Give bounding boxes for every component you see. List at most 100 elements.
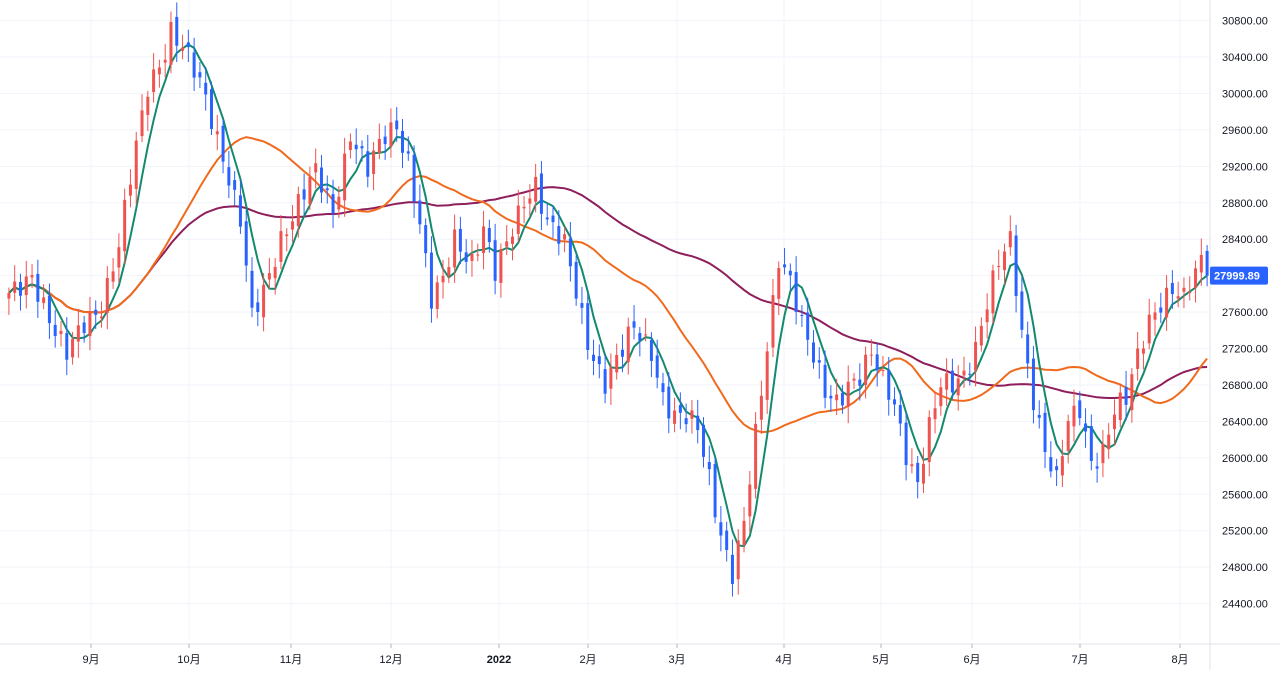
candle xyxy=(916,456,920,499)
candle xyxy=(979,317,983,352)
candle-body xyxy=(1199,254,1203,273)
candle-layer xyxy=(7,2,1209,597)
candle-body xyxy=(343,153,347,201)
candle xyxy=(1049,441,1053,478)
candle-body xyxy=(615,354,619,373)
candle-body xyxy=(1112,414,1116,430)
candle-body xyxy=(927,417,931,463)
candle xyxy=(331,179,335,229)
candle xyxy=(869,339,873,366)
candle-body xyxy=(464,252,468,262)
candle xyxy=(186,29,190,62)
candle xyxy=(702,417,706,468)
candle xyxy=(904,412,908,481)
candle xyxy=(597,344,601,379)
candle xyxy=(719,506,723,552)
candle xyxy=(626,317,630,375)
candle xyxy=(13,265,17,302)
candle xyxy=(244,209,248,282)
candle-body xyxy=(186,42,190,48)
candle-body xyxy=(921,463,925,484)
x-tick-label: 4月 xyxy=(775,654,792,666)
candle xyxy=(835,378,839,416)
candle-body xyxy=(354,144,358,150)
candle-body xyxy=(528,198,532,204)
candle-body xyxy=(453,229,457,268)
candle-body xyxy=(1176,296,1180,299)
candle-body xyxy=(412,154,416,202)
candle-body xyxy=(655,355,659,378)
candle-body xyxy=(1130,374,1134,411)
y-tick-label: 27200.00 xyxy=(1222,344,1268,356)
candle-body xyxy=(36,273,40,302)
candle xyxy=(1159,292,1163,324)
candle xyxy=(783,247,787,275)
candle-body xyxy=(881,370,885,372)
candle xyxy=(1182,277,1186,309)
candle xyxy=(1124,370,1128,421)
candle xyxy=(314,148,318,189)
x-tick-label: 12月 xyxy=(379,654,402,666)
candle-body xyxy=(539,173,543,214)
candle-body xyxy=(1188,291,1192,293)
candle xyxy=(505,225,509,256)
candle xyxy=(742,507,746,553)
candle xyxy=(1176,281,1180,308)
moving-average-line xyxy=(8,43,1208,548)
candle xyxy=(1136,332,1140,381)
candle-body xyxy=(1066,421,1070,451)
candle-body xyxy=(53,324,57,337)
y-tick-label: 29200.00 xyxy=(1222,161,1268,173)
candle-body xyxy=(869,354,873,356)
candle-body xyxy=(435,282,439,309)
candle xyxy=(586,293,590,360)
candle-body xyxy=(175,16,179,46)
candle-body xyxy=(360,146,364,149)
candle-body xyxy=(117,247,121,268)
candle-body xyxy=(285,234,289,237)
candle xyxy=(1055,458,1059,487)
candle-body xyxy=(620,349,624,357)
candle xyxy=(447,257,451,283)
candle xyxy=(458,216,462,265)
candle-body xyxy=(499,249,503,283)
candle xyxy=(493,223,497,295)
candle xyxy=(1118,383,1122,428)
candle-body xyxy=(742,520,746,546)
candle-body xyxy=(829,395,833,399)
candle xyxy=(881,355,885,377)
candle-body xyxy=(1020,291,1024,330)
candle xyxy=(516,189,520,243)
candle-body xyxy=(476,254,480,256)
candle xyxy=(343,137,347,217)
candle-body xyxy=(979,325,983,346)
candle-body xyxy=(128,184,132,196)
candle xyxy=(898,390,902,437)
candle xyxy=(794,256,798,325)
candle-body xyxy=(1095,466,1099,469)
candle xyxy=(893,387,897,416)
candle xyxy=(707,445,711,486)
candle-body xyxy=(730,554,734,584)
candle xyxy=(418,184,422,234)
candle-body xyxy=(1026,334,1030,364)
candle-body xyxy=(47,295,51,324)
candle xyxy=(88,296,92,351)
candle xyxy=(372,142,376,191)
candle-body xyxy=(505,241,509,247)
candle xyxy=(568,222,572,282)
candle-body xyxy=(1147,314,1151,344)
candle-body xyxy=(626,326,630,363)
candle xyxy=(638,326,642,357)
candle xyxy=(71,331,75,365)
candle-body xyxy=(661,383,665,393)
candle-body xyxy=(100,316,104,319)
candle xyxy=(435,275,439,319)
candle xyxy=(603,355,607,404)
candle-body xyxy=(933,408,937,420)
candle-body xyxy=(1205,250,1209,276)
candle-body xyxy=(65,333,69,360)
candle-body xyxy=(192,52,196,78)
candle xyxy=(42,284,46,310)
